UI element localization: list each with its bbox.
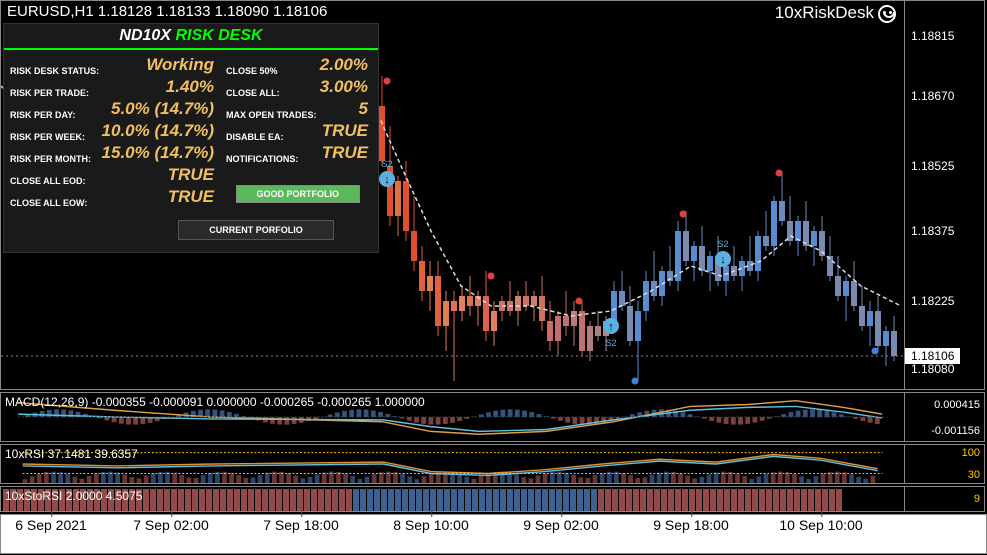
time-axis: 6 Sep 2021 7 Sep 02:00 7 Sep 18:00 8 Sep 10… [0, 514, 987, 554]
rsi-axis: 100 30 [905, 444, 985, 484]
macd-axis-bot: -0.001156 [931, 425, 980, 437]
risk-value: 2.00% [320, 54, 368, 76]
main-chart[interactable]: EURUSD,H1 1.18128 1.18133 1.18090 1.1810… [0, 0, 905, 390]
svg-text:↓: ↓ [720, 254, 726, 266]
current-portfolio-button[interactable]: CURRENT PORFOLIO [178, 220, 334, 240]
time-tick: 7 Sep 02:00 [133, 517, 209, 533]
time-tick: 10 Sep 10:00 [779, 517, 862, 533]
storsi-label: 10xStoRSI 2.0000 4.5075 [5, 489, 142, 503]
risk-value: TRUE [44, 164, 214, 186]
rsi-axis-mid: 30 [968, 469, 980, 481]
macd-panel[interactable]: MACD(12,26,9) -0.000355 -0.000091 0.0000… [0, 392, 905, 442]
price-tick: 1.18670 [911, 89, 954, 103]
risk-value: TRUE [320, 142, 368, 164]
good-portfolio-button[interactable]: GOOD PORTFOLIO [236, 185, 361, 203]
risk-values-left: Working1.40%5.0% (14.7%)10.0% (14.7%)15.… [44, 54, 214, 208]
price-axis: 1.188151.186701.185251.183751.182251.181… [905, 0, 985, 390]
price-tick: 1.18815 [911, 29, 954, 43]
risk-label: CLOSE 50% [226, 60, 317, 82]
risk-label: CLOSE ALL: [226, 82, 317, 104]
risk-title-right: RISK DESK [175, 27, 262, 44]
risk-labels-right: CLOSE 50%CLOSE ALL:MAX OPEN TRADES:DISAB… [226, 60, 317, 170]
price-tick: 1.18525 [911, 159, 954, 173]
svg-text:S2: S2 [605, 338, 616, 348]
time-tick: 9 Sep 18:00 [653, 517, 729, 533]
risk-label: DISABLE EA: [226, 126, 317, 148]
svg-text:↑: ↑ [608, 321, 614, 333]
macd-axis: 0.000415 -0.001156 [905, 392, 985, 442]
risk-value: 5.0% (14.7%) [44, 98, 214, 120]
risk-value: Working [44, 54, 214, 76]
svg-text:↓: ↓ [384, 174, 390, 186]
risk-desk-panel: ND10X RISK DESK RISK DESK STATUS:RISK PE… [3, 23, 379, 253]
storsi-panel[interactable]: 10xStoRSI 2.0000 4.5075 [0, 486, 905, 512]
storsi-axis: 9 [974, 493, 980, 505]
storsi-axis: 9 [905, 486, 985, 512]
risk-title: ND10X RISK DESK [4, 24, 378, 50]
risk-value: 10.0% (14.7%) [44, 120, 214, 142]
risk-value: TRUE [44, 186, 214, 208]
macd-axis-top: 0.000415 [934, 399, 980, 411]
rsi-axis-top: 100 [962, 447, 980, 459]
risk-value: 15.0% (14.7%) [44, 142, 214, 164]
risk-value: 3.00% [320, 76, 368, 98]
time-tick: 6 Sep 2021 [15, 517, 87, 533]
svg-text:S2: S2 [717, 239, 728, 249]
risk-title-left: ND10X [119, 27, 171, 44]
time-tick: 7 Sep 18:00 [263, 517, 339, 533]
risk-label: MAX OPEN TRADES: [226, 104, 317, 126]
macd-label: MACD(12,26,9) -0.000355 -0.000091 0.0000… [5, 395, 425, 409]
risk-values-right: 2.00%3.00%5TRUETRUE [320, 54, 368, 164]
risk-value: 1.40% [44, 76, 214, 98]
time-tick: 9 Sep 02:00 [523, 517, 599, 533]
price-tick: 1.18375 [911, 224, 954, 238]
price-tick: 1.18080 [911, 362, 954, 376]
time-tick: 8 Sep 10:00 [393, 517, 469, 533]
price-tick: 1.18225 [911, 294, 954, 308]
rsi-label: 10xRSI 37.1481 39.6357 [5, 447, 138, 461]
svg-text:S2: S2 [381, 159, 392, 169]
risk-value: TRUE [320, 120, 368, 142]
rsi-panel[interactable]: 10xRSI 37.1481 39.6357 [0, 444, 905, 484]
risk-label: NOTIFICATIONS: [226, 148, 317, 170]
risk-value: 5 [320, 98, 368, 120]
